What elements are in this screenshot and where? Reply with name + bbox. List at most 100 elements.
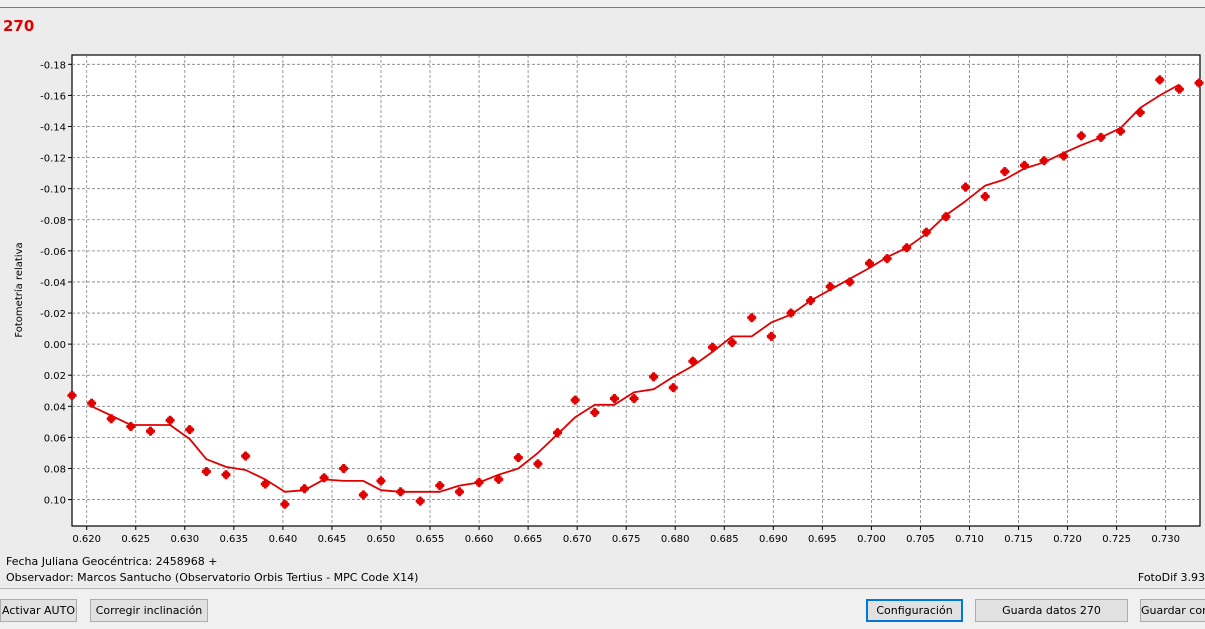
data-point [921,227,931,237]
observer-label: Observador: Marcos Santucho (Observatori… [6,571,419,584]
x-tick-label: 0.655 [416,534,445,545]
x-tick-label: 0.700 [857,534,886,545]
data-point [1039,156,1049,166]
x-tick-label: 0.620 [72,534,101,545]
data-point [185,425,195,435]
data-point [145,426,155,436]
x-tick-label: 0.680 [661,534,690,545]
y-tick-label: 0.02 [44,371,66,382]
y-tick-label: -0.02 [40,309,66,320]
window-top-border [0,7,1205,8]
y-tick-label: -0.06 [40,247,66,258]
x-tick-label: 0.665 [514,534,543,545]
data-point [1000,167,1010,177]
data-point [126,422,136,432]
data-point [668,383,678,393]
data-point [435,481,445,491]
data-point [727,338,737,348]
x-tick-label: 0.710 [955,534,984,545]
data-point [980,191,990,201]
plot-area [71,54,1201,527]
y-tick-label: -0.08 [40,216,66,227]
y-tick-label: -0.12 [40,154,66,165]
guardar-con-button[interactable]: Guardar con [1140,599,1205,622]
x-tick-label: 0.670 [563,534,592,545]
data-point [708,342,718,352]
data-point [1194,78,1204,88]
y-tick-label: -0.04 [40,278,66,289]
data-point [882,254,892,264]
configuracion-button[interactable]: Configuración [866,599,963,622]
data-point [339,463,349,473]
data-point [747,313,757,323]
y-tick-label: -0.18 [40,60,66,71]
data-point [1096,132,1106,142]
guarda-datos-button[interactable]: Guarda datos 270 [975,599,1128,622]
x-tick-label: 0.705 [906,534,935,545]
data-point [649,372,659,382]
x-tick-label: 0.685 [710,534,739,545]
x-tick-label: 0.720 [1053,534,1082,545]
x-tick-label: 0.645 [318,534,347,545]
x-tick-label: 0.730 [1151,534,1180,545]
data-point [454,487,464,497]
data-point [786,308,796,318]
y-tick-label: 0.06 [44,433,66,444]
x-tick-label: 0.715 [1004,534,1033,545]
data-point [1059,151,1069,161]
data-point [260,479,270,489]
x-tick-label: 0.630 [170,534,199,545]
series-fit-line [91,83,1180,493]
data-point [1174,84,1184,94]
y-axis-ticks: -0.18 -0.16 -0.14 -0.12 -0.10 -0.08 -0.06 -0.04… [40,60,72,507]
data-point [533,459,543,469]
corregir-inclinacion-button[interactable]: Corregir inclinación [90,599,208,622]
julian-date-label: Fecha Juliana Geocéntrica: 2458968 + [6,555,218,568]
y-tick-label: 0.04 [44,402,66,413]
x-tick-label: 0.640 [269,534,298,545]
y-axis-label: Fotometría relativa [13,242,25,337]
data-point [319,473,329,483]
series-points [67,75,1204,509]
data-point [961,182,971,192]
data-point [941,212,951,222]
data-point [688,356,698,366]
data-point [845,277,855,287]
data-point [87,398,97,408]
y-tick-label: 0.00 [44,340,66,351]
data-point [221,470,231,480]
data-point [553,428,563,438]
activar-auto-button[interactable]: Activar AUTO [0,599,77,622]
data-point [396,487,406,497]
data-point [590,408,600,418]
plot-frame [71,54,1201,527]
y-tick-label: -0.14 [40,123,66,134]
data-point [902,243,912,253]
y-tick-label: 0.10 [44,496,66,507]
x-tick-label: 0.650 [367,534,396,545]
data-point [474,477,484,487]
y-tick-label: -0.10 [40,185,66,196]
data-point [358,490,368,500]
data-point [806,296,816,306]
data-point [1019,160,1029,170]
grid-lines [72,55,1200,526]
x-tick-label: 0.635 [220,534,249,545]
data-point [629,394,639,404]
data-point [825,282,835,292]
chart-window-title: 270 [3,17,35,35]
fit-line [91,83,1180,493]
data-point [280,499,290,509]
light-curve-chart[interactable]: -0.18 -0.16 -0.14 -0.12 -0.10 -0.08 -0.06 -0.04… [0,0,1205,590]
data-point [766,331,776,341]
data-point [201,467,211,477]
data-point [570,395,580,405]
data-point [376,476,386,486]
x-tick-label: 0.625 [121,534,150,545]
data-point [1135,108,1145,118]
data-point [864,258,874,268]
data-point [165,415,175,425]
data-point [1116,126,1126,136]
data-point [1076,131,1086,141]
x-tick-label: 0.660 [465,534,494,545]
